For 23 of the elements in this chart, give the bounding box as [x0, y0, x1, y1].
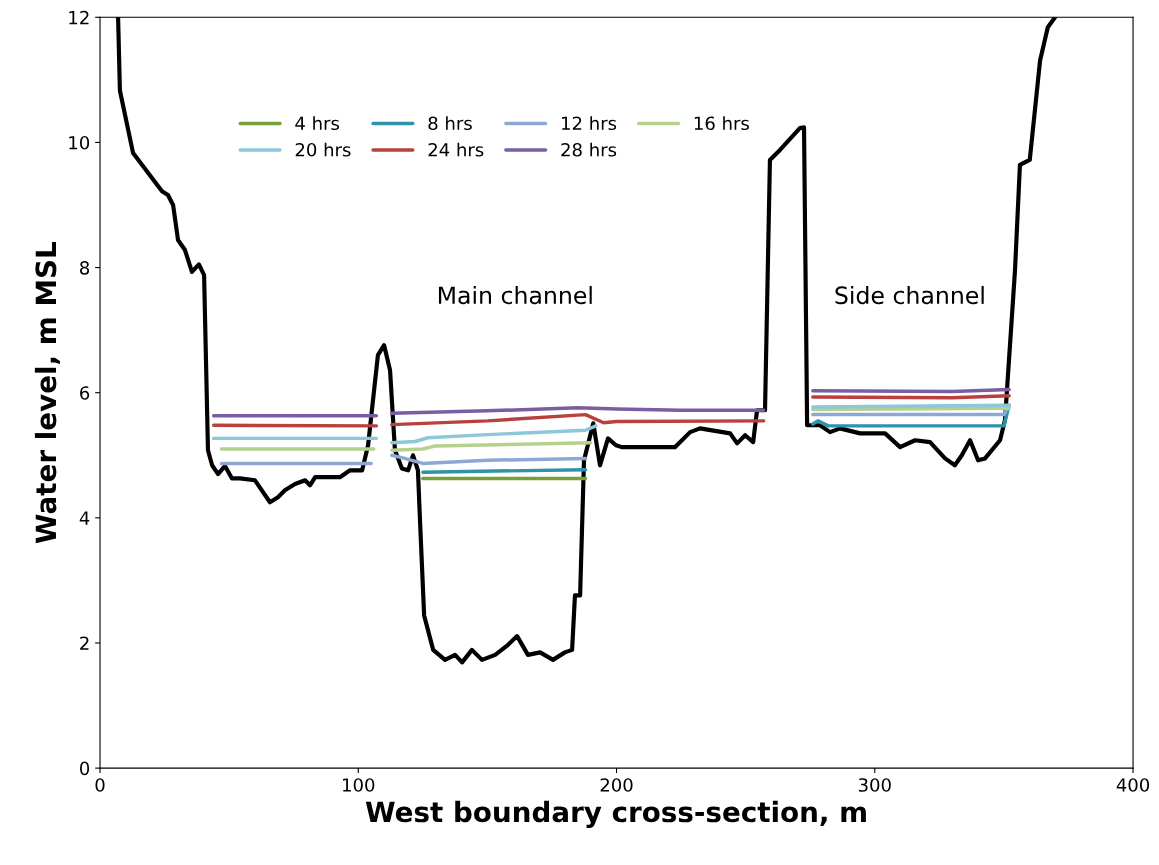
annotation: Side channel	[835, 285, 984, 305]
y-tick-label: 2	[80, 636, 89, 650]
x-tick-label: 300	[858, 778, 891, 792]
y-tick-label: 12	[69, 10, 89, 25]
legend-label: 12 hrs	[562, 116, 617, 131]
x-tick-label: 0	[95, 778, 105, 792]
legend-label: 16 hrs	[694, 116, 749, 131]
y-axis-title: Water level, m MSL	[34, 242, 60, 544]
legend-label: 20 hrs	[295, 142, 351, 157]
x-tick-label: 100	[343, 778, 375, 792]
legend-label: 4 hrs	[295, 116, 340, 131]
y-tick-label: 8	[80, 261, 90, 275]
x-tick-label: 400	[1116, 778, 1150, 792]
y-tick-label: 10	[69, 135, 90, 150]
y-tick-label: 0	[80, 761, 90, 776]
x-axis-title: West boundary cross-section, m	[365, 800, 866, 828]
legend-label: 28 hrs	[561, 142, 617, 157]
y-tick-label: 4	[79, 511, 90, 525]
x-tick-label: 200	[600, 778, 633, 792]
legend-label: 24 hrs	[428, 142, 484, 157]
annotation: Main channel	[438, 285, 592, 305]
legend-label: 8 hrs	[428, 116, 472, 131]
y-tick-label: 6	[80, 386, 90, 400]
